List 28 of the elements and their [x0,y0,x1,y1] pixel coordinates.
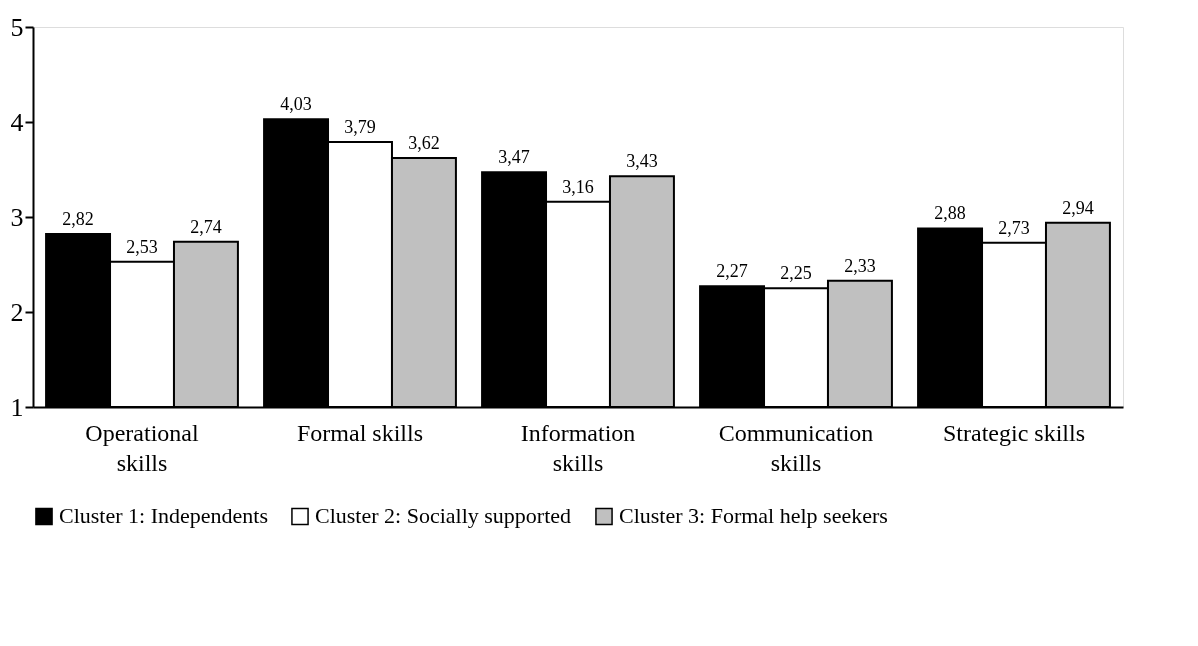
data-label: 2,25 [780,263,812,284]
y-tick-label: 5 [10,12,24,42]
data-label: 3,16 [562,176,594,197]
x-tick-label: Strategic skills [943,419,1085,446]
data-label: 3,43 [626,151,658,172]
data-label: 2,82 [62,209,94,230]
y-tick-label: 4 [10,107,24,137]
data-label: 2,74 [190,216,222,237]
data-label: 2,94 [1062,197,1094,218]
y-tick-label: 1 [10,392,24,422]
x-tick-label: Operational skills [85,419,199,476]
x-tick-label: Communication skills [718,419,874,476]
data-label: 3,62 [408,133,440,154]
legend-label: Cluster 2: Socially supported [315,503,572,529]
data-label: 2,27 [716,261,748,282]
data-label: 2,33 [844,255,876,276]
data-label: 4,03 [280,94,312,115]
x-tick-label: Information skills [520,419,636,476]
y-tick-label: 3 [10,202,24,232]
data-label: 3,79 [344,116,376,137]
legend-label: Cluster 1: Independents [59,503,268,529]
y-tick-label: 2 [10,297,24,327]
data-label: 2,53 [126,236,158,257]
data-label: 2,73 [998,217,1030,238]
legend-label: Cluster 3: Formal help seekers [619,503,888,529]
data-label: 3,47 [498,147,530,168]
x-tick-label: Formal skills [296,419,424,446]
data-label: 2,88 [934,203,966,224]
